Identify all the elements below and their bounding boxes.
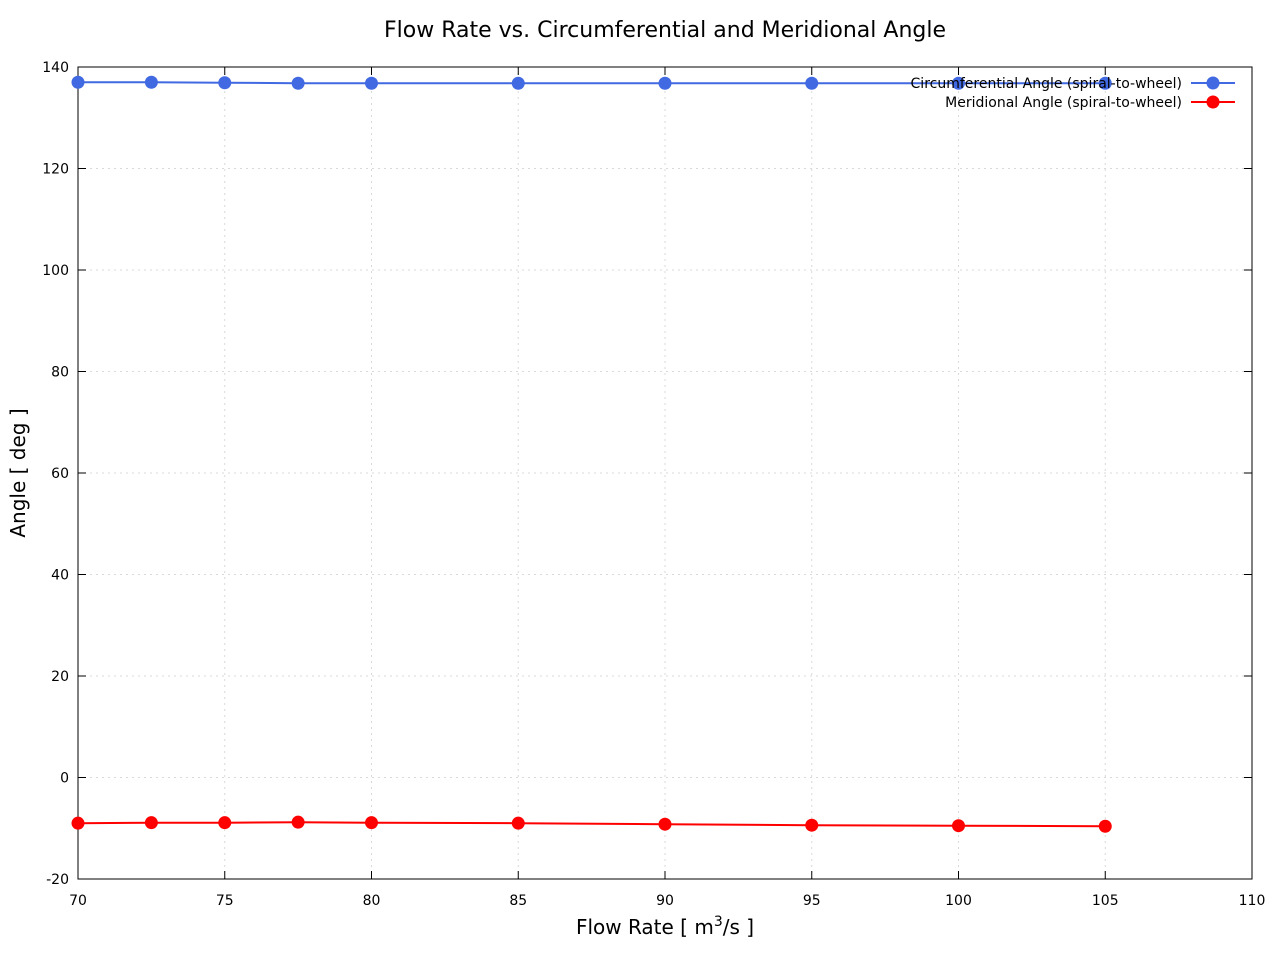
- x-tick-label: 75: [216, 893, 234, 909]
- x-axis-label-prefix: Flow Rate [ m: [576, 915, 714, 939]
- legend-entry-label: Circumferential Angle (spiral-to-wheel): [911, 76, 1182, 92]
- data-point-0: [144, 75, 158, 89]
- y-tick-label: -20: [46, 872, 69, 888]
- axis-ticks: 70 75 80 85 90 95 100 105 110 -20 0 20 40 60 80 100 120 1…: [42, 60, 1265, 909]
- x-tick-label: 105: [1092, 893, 1119, 909]
- data-point-1: [144, 816, 158, 830]
- data-point-0: [805, 76, 819, 90]
- data-point-1: [218, 816, 232, 830]
- x-tick-label: 100: [945, 893, 972, 909]
- data-point-1: [291, 815, 305, 829]
- data-point-1: [658, 817, 672, 831]
- data-point-1: [511, 816, 525, 830]
- data-point-0: [952, 76, 965, 90]
- data-point-0: [218, 76, 232, 90]
- x-tick-label: 110: [1239, 893, 1266, 909]
- x-tick-label: 80: [363, 893, 381, 909]
- y-tick-label: 100: [42, 263, 69, 279]
- y-axis-label: Angle [ deg ]: [6, 408, 30, 537]
- x-axis-label-suffix: /s ]: [723, 915, 754, 939]
- y-tick-label: 140: [42, 60, 69, 76]
- data-point-1: [805, 818, 819, 832]
- legend-entry-label: Meridional Angle (spiral-to-wheel): [945, 95, 1182, 111]
- series-layer: [71, 75, 1112, 833]
- x-tick-label: 95: [803, 893, 821, 909]
- series-line-1: [77, 821, 1106, 828]
- data-point-1: [952, 819, 965, 833]
- data-point-1: [71, 816, 85, 830]
- x-tick-label: 70: [69, 893, 87, 909]
- legend-swatch-marker: [1206, 76, 1220, 90]
- x-axis-label-superscript: 3: [714, 914, 723, 930]
- y-tick-label: 0: [60, 771, 69, 787]
- y-tick-label: 40: [51, 568, 69, 584]
- series-line-0: [78, 81, 1106, 85]
- x-tick-label: 90: [656, 893, 674, 909]
- data-point-0: [511, 76, 525, 90]
- data-point-0: [71, 75, 85, 89]
- data-point-0: [365, 76, 378, 90]
- y-tick-label: 80: [51, 365, 69, 381]
- y-tick-label: 60: [51, 466, 69, 482]
- y-tick-label: 120: [42, 162, 69, 178]
- data-point-1: [365, 816, 378, 830]
- chart-title: Flow Rate vs. Circumferential and Meridi…: [384, 18, 946, 43]
- x-tick-label: 85: [509, 893, 527, 909]
- data-point-0: [1098, 76, 1112, 90]
- legend-swatch-marker: [1206, 95, 1220, 109]
- x-axis-label: Flow Rate [ m3/s ]: [576, 914, 754, 939]
- data-point-0: [658, 76, 672, 90]
- legend: Circumferential Angle (spiral-to-wheel) M…: [911, 76, 1235, 111]
- grid: [78, 67, 1252, 879]
- data-point-1: [1098, 819, 1112, 833]
- data-point-0: [291, 76, 305, 90]
- y-tick-label: 20: [51, 669, 69, 685]
